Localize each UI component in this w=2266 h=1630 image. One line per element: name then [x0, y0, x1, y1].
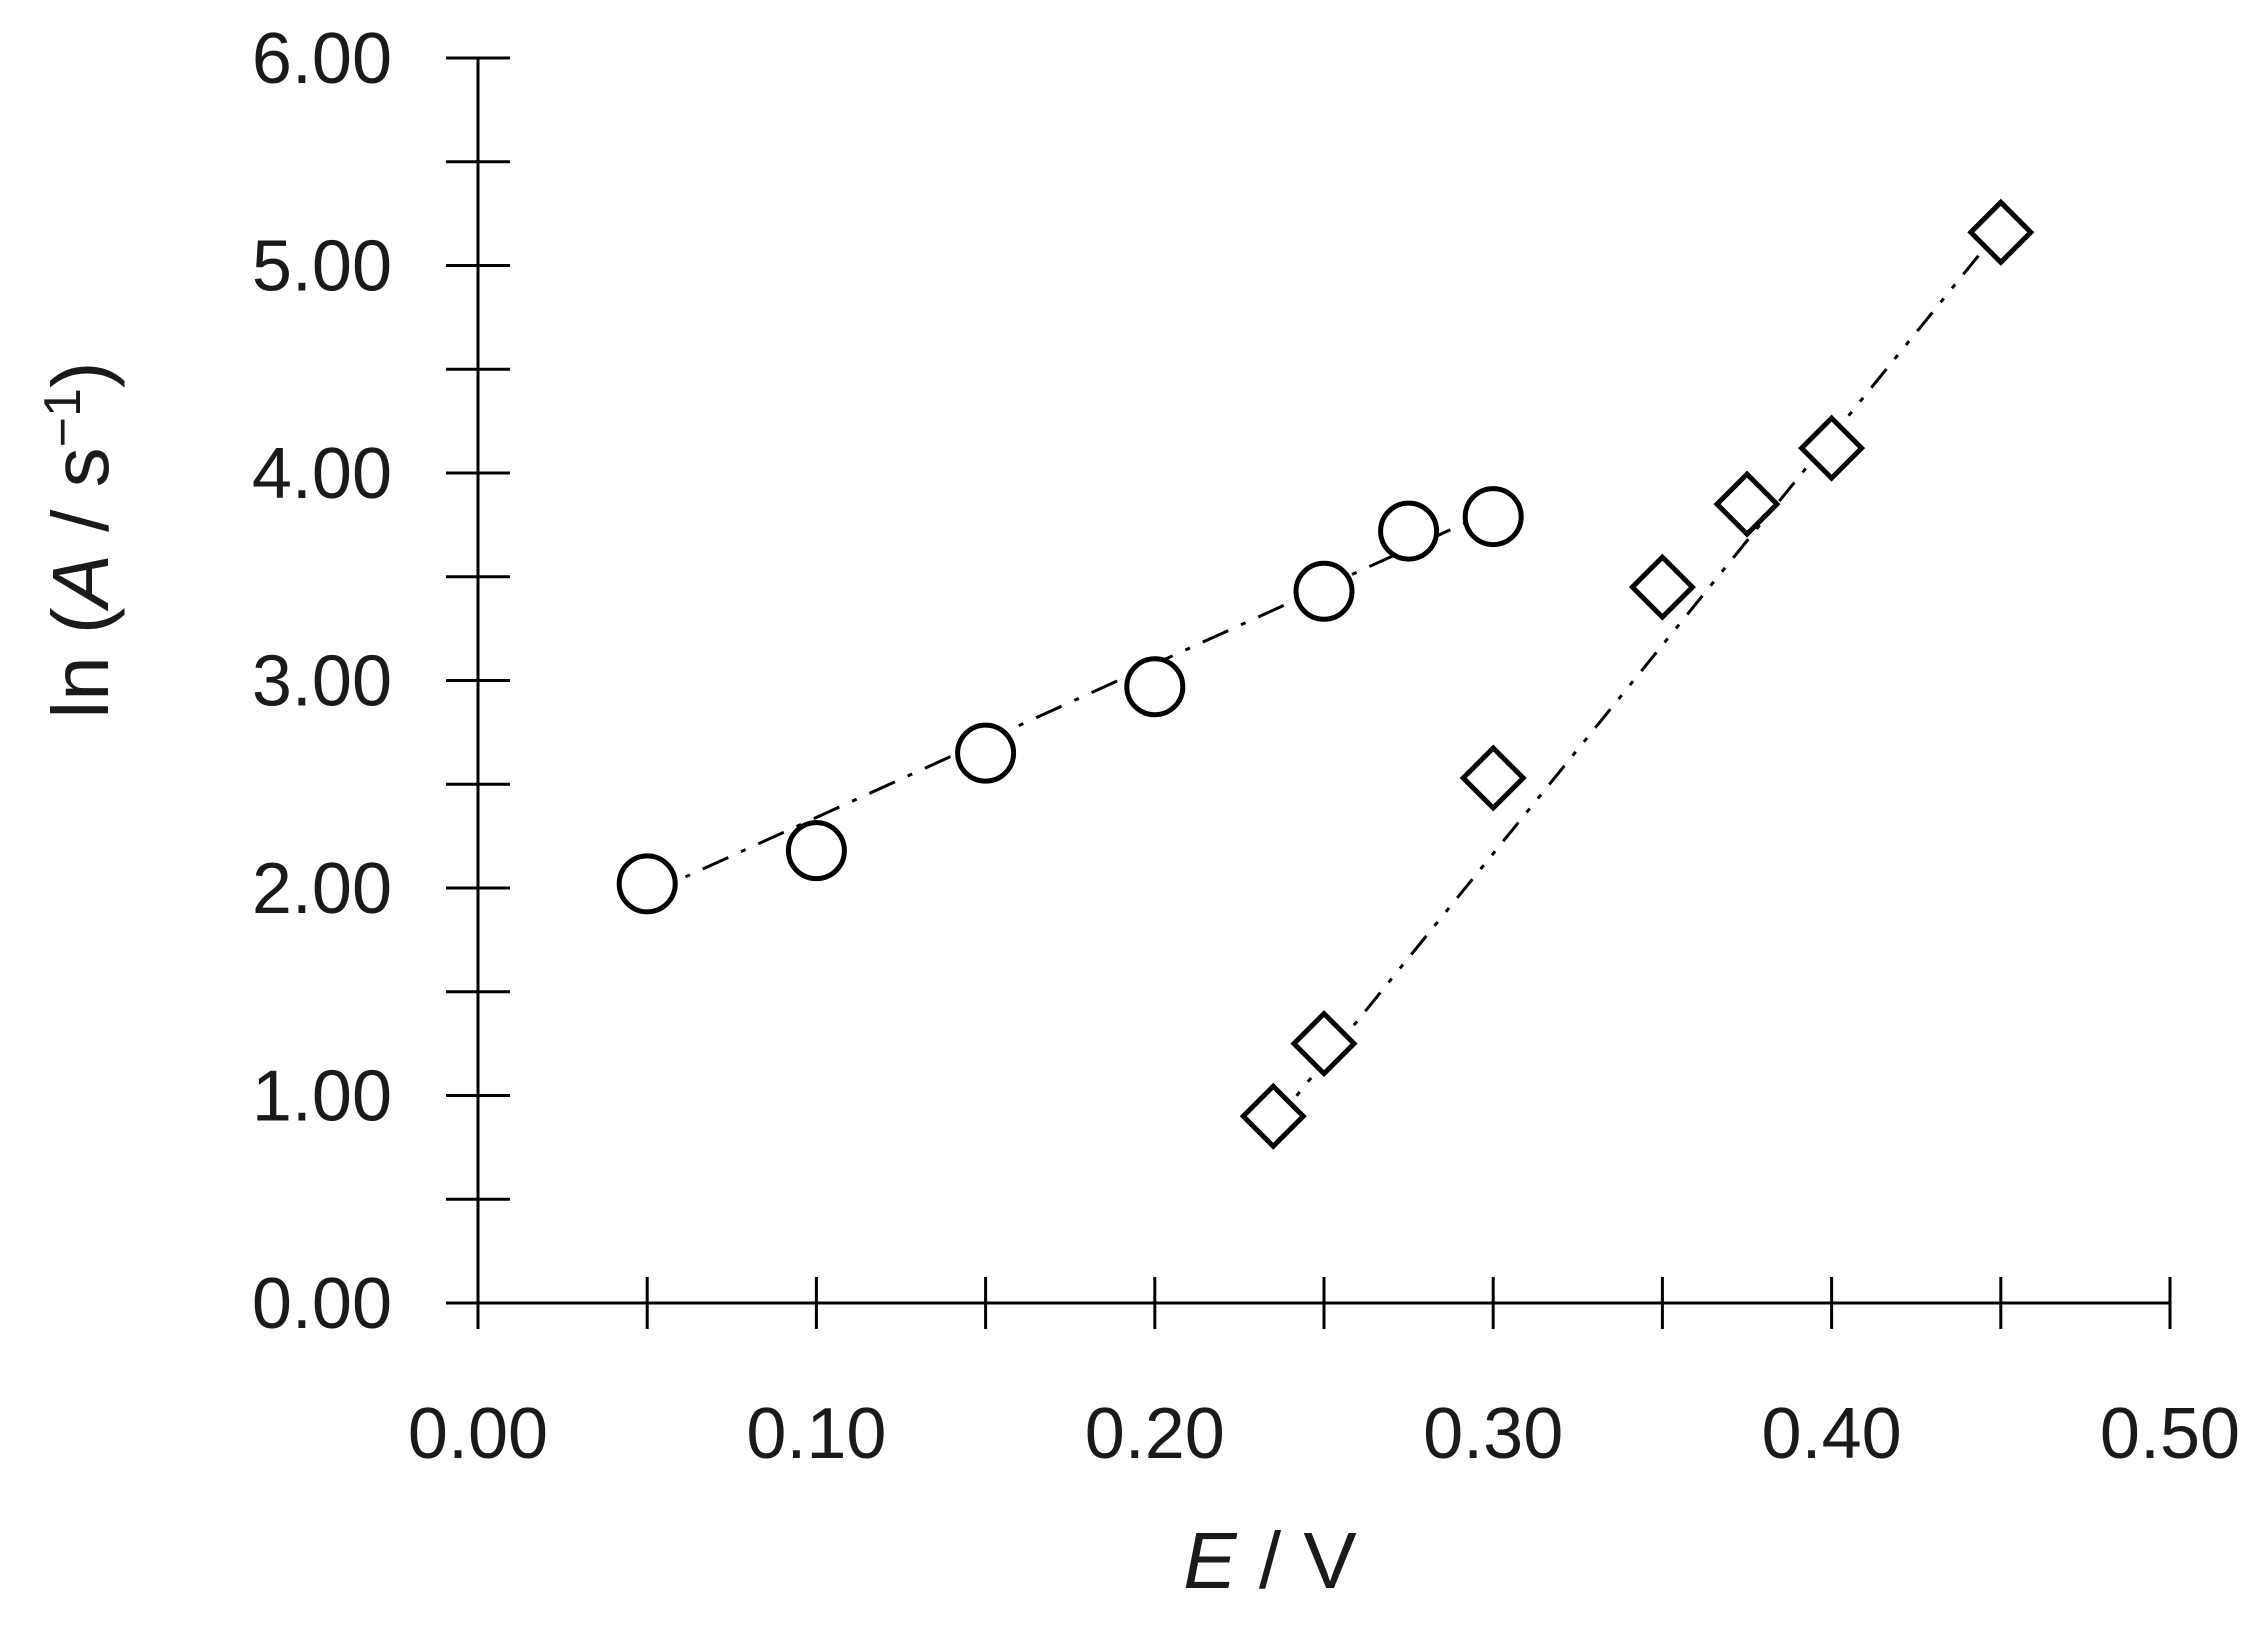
x-tick-label: 0.00 — [408, 1394, 548, 1474]
y-tick-label: 5.00 — [252, 227, 392, 307]
y-axis-title: ln (A / s−1) — [34, 361, 125, 718]
data-point-diamond — [1239, 1082, 1307, 1150]
fit-line-series-1 — [646, 508, 1494, 896]
y-tick-label: 4.00 — [252, 434, 392, 514]
data-point-circle — [1378, 500, 1440, 562]
data-point-circle — [1293, 560, 1355, 622]
data-point-circle — [1124, 656, 1186, 718]
x-axis-title: E / V — [1183, 1516, 1357, 1605]
x-tick-label: 0.40 — [1762, 1394, 1902, 1474]
data-point-diamond — [1459, 744, 1527, 812]
x-tick-label: 0.50 — [2100, 1394, 2240, 1474]
axis-labels: E / V ln (A / s−1) — [34, 361, 1357, 1605]
y-tick-label: 6.00 — [252, 19, 392, 99]
data-point-circle — [616, 853, 678, 915]
data-point-circle — [785, 820, 847, 882]
y-tick-label: 2.00 — [252, 849, 392, 929]
data-point-diamond — [1628, 553, 1696, 621]
data-point-diamond — [1290, 1010, 1358, 1078]
data-point-diamond — [1713, 470, 1781, 538]
fit-lines — [646, 227, 2002, 1126]
data-point-diamond — [1798, 414, 1866, 482]
data-point-circle — [1462, 486, 1524, 548]
y-tick-label: 1.00 — [252, 1057, 392, 1137]
y-tick-label: 0.00 — [252, 1264, 392, 1344]
y-tick-label: 3.00 — [252, 642, 392, 722]
data-points — [616, 198, 2035, 1150]
data-point-diamond — [1967, 198, 2035, 266]
fit-line-series-2 — [1272, 227, 2002, 1126]
x-tick-label: 0.20 — [1085, 1394, 1225, 1474]
x-tick-label: 0.30 — [1423, 1394, 1563, 1474]
axes: 0.00 1.00 2.00 3.00 4.00 5.00 6.00 0.00 0.10 0.20… — [252, 19, 2240, 1474]
data-point-circle — [955, 722, 1017, 784]
x-tick-label: 0.10 — [746, 1394, 886, 1474]
